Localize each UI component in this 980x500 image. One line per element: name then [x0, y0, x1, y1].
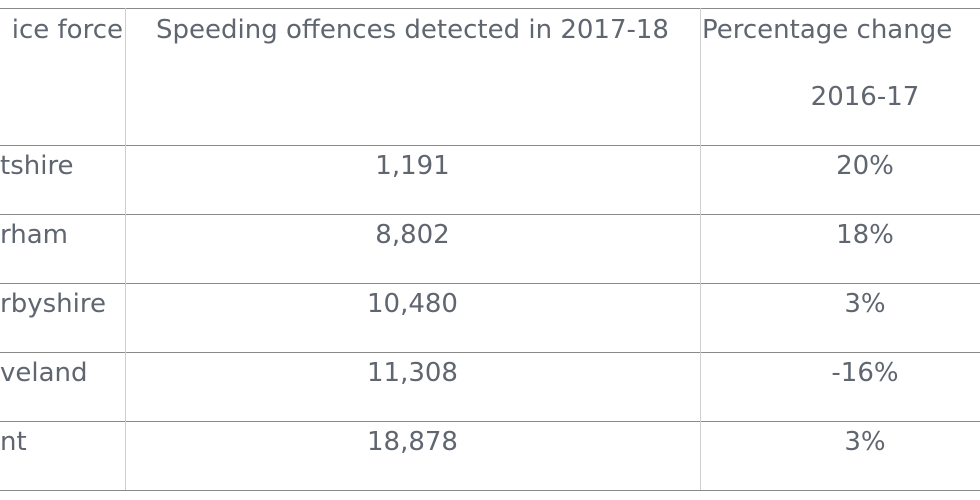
table-cell: rbyshire [0, 289, 106, 319]
table-cell: 18% [836, 220, 894, 250]
table-cell: -16% [831, 358, 899, 388]
table-cell: rham [0, 220, 68, 250]
row-border [0, 8, 980, 9]
header-cell: Speeding offences detected in 2017-18 [156, 15, 669, 45]
table-cell: 11,308 [367, 358, 458, 388]
row-border [0, 352, 980, 353]
row-border [0, 283, 980, 284]
header-cell: Percentage change [702, 15, 953, 45]
table-cell: 20% [836, 151, 894, 181]
table-cell: 18,878 [367, 427, 458, 457]
row-border [0, 214, 980, 215]
table-cell: veland [0, 358, 88, 388]
table-cell: 10,480 [367, 289, 458, 319]
row-border [0, 490, 980, 491]
row-border [0, 421, 980, 422]
table-cell: 3% [844, 289, 886, 319]
table-cell: nt [0, 427, 27, 457]
table-cell: 1,191 [375, 151, 450, 181]
table-cell: tshire [0, 151, 74, 181]
column-border [700, 8, 701, 490]
column-border [125, 8, 126, 490]
table-cell: 3% [844, 427, 886, 457]
row-border [0, 145, 980, 146]
header-cell: 2016-17 [810, 82, 920, 112]
header-cell: ice force [11, 15, 123, 45]
table-cell: 8,802 [375, 220, 450, 250]
